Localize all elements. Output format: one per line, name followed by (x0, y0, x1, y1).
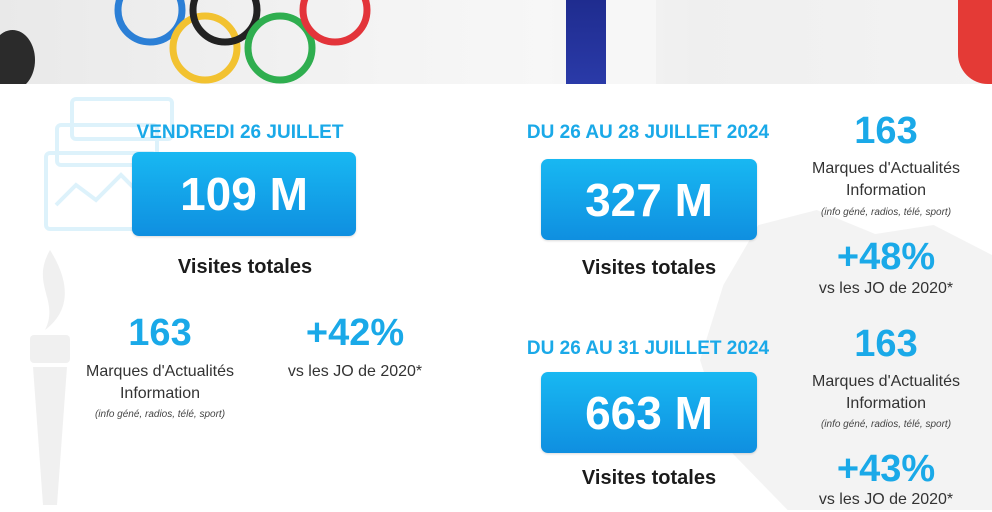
left-date-label: VENDREDI 26 JUILLET (136, 122, 344, 143)
period2-brands-count: 163 (854, 323, 918, 365)
flag-red-stripe (958, 0, 992, 84)
banner-photo (0, 0, 992, 84)
period1-growth: +48% (836, 236, 936, 278)
period1-brands-label: Marques d'Actualités Information (811, 160, 960, 199)
olympic-torch-icon (30, 250, 70, 505)
camera-shape (0, 30, 35, 84)
france-map-shape (700, 210, 992, 510)
period2-brands-note: (info géné, radios, télé, sport) (820, 419, 952, 430)
left-growth-label: vs les JO de 2020* (287, 363, 423, 380)
left-growth: +42% (305, 312, 405, 354)
flag-blue-stripe (566, 0, 606, 84)
period2-date-label: DU 26 AU 31 JUILLET 2024 (526, 338, 770, 359)
period2-growth-label: vs les JO de 2020* (818, 491, 954, 508)
flag-white-stripe (606, 0, 656, 84)
period1-growth-label: vs les JO de 2020* (818, 280, 954, 297)
period2-visits-box: 663 M (541, 372, 757, 453)
period1-visits-label: Visites totales (581, 257, 717, 279)
olympic-rings-icon (114, 0, 371, 84)
period1-date-label: DU 26 AU 28 JUILLET 2024 (526, 122, 770, 143)
left-brands-count: 163 (128, 312, 192, 354)
period2-growth: +43% (836, 448, 936, 490)
period1-brands-count: 163 (854, 110, 918, 152)
period1-visits-box: 327 M (541, 159, 757, 240)
left-brands-label: Marques d'Actualités Information (85, 363, 234, 402)
left-brands-note: (info géné, radios, télé, sport) (94, 409, 226, 420)
left-visits-box: 109 M (132, 152, 356, 236)
period2-brands-label: Marques d'Actualités Information (811, 373, 960, 412)
period2-visits-label: Visites totales (581, 467, 717, 489)
period1-brands-note: (info géné, radios, télé, sport) (820, 207, 952, 218)
left-visits-label: Visites totales (177, 256, 313, 278)
